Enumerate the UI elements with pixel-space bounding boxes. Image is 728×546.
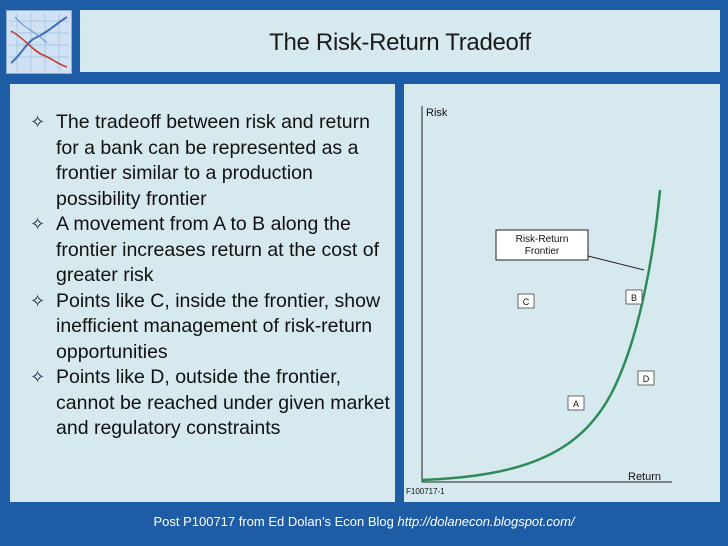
bullet-item: ✧ Points like D, outside the frontier, c… [10,365,395,442]
point-a-label: A [573,399,579,409]
point-b-label: B [631,293,637,303]
y-axis-label: Risk [426,107,448,119]
diagram-panel: Risk Return F100717-1 Risk-Return Fronti… [404,84,720,502]
frontier-curve [421,189,662,482]
point-d-box [637,370,655,386]
diamond-outline-icon: ✧ [30,290,46,311]
bullet-list: ✧ The tradeoff between risk and return f… [10,110,395,442]
bullet-item: ✧ The tradeoff between risk and return f… [10,110,395,212]
point-c-label: C [523,297,530,307]
frontier-label-line2: Frontier [525,246,560,257]
title-bar: The Risk-Return Tradeoff [80,10,720,72]
bullet-text: The tradeoff between risk and return for… [56,111,370,210]
diamond-outline-icon: ✧ [30,367,46,387]
text-panel: ✧ The tradeoff between risk and return f… [10,84,395,502]
bullet-text: A movement from A to B along the frontie… [56,213,379,286]
logo-image [6,10,72,74]
frontier-leader-line [587,255,645,271]
diamond-outline-icon: ✧ [30,214,46,234]
footer: Post P100717 from Ed Dolan’s Econ Blog h… [0,514,728,529]
point-b-box [625,289,643,305]
frontier-label-box [495,229,589,261]
figure-id: F100717-1 [406,487,445,496]
bullet-item: ✧ Points like C, inside the frontier, sh… [10,289,395,366]
bullet-text: Points like C, inside the frontier, show… [56,289,381,363]
x-axis-label: Return [628,471,661,483]
risk-return-diagram: Risk Return F100717-1 Risk-Return Fronti… [406,106,672,496]
point-a-box [567,395,585,411]
point-d-label: D [643,374,650,384]
bullet-item: ✧ A movement from A to B along the front… [10,212,395,289]
point-c-box [517,293,535,309]
logo-graphic [7,11,71,73]
footer-link[interactable]: http://dolanecon.blogspot.com/ [397,514,575,529]
slide-title: The Risk-Return Tradeoff [269,29,531,56]
bullet-text: Points like D, outside the frontier, can… [56,366,390,439]
frontier-label-line1: Risk-Return [516,234,569,245]
footer-text: Post P100717 from Ed Dolan’s Econ Blog [153,514,398,529]
diamond-outline-icon: ✧ [30,112,46,132]
